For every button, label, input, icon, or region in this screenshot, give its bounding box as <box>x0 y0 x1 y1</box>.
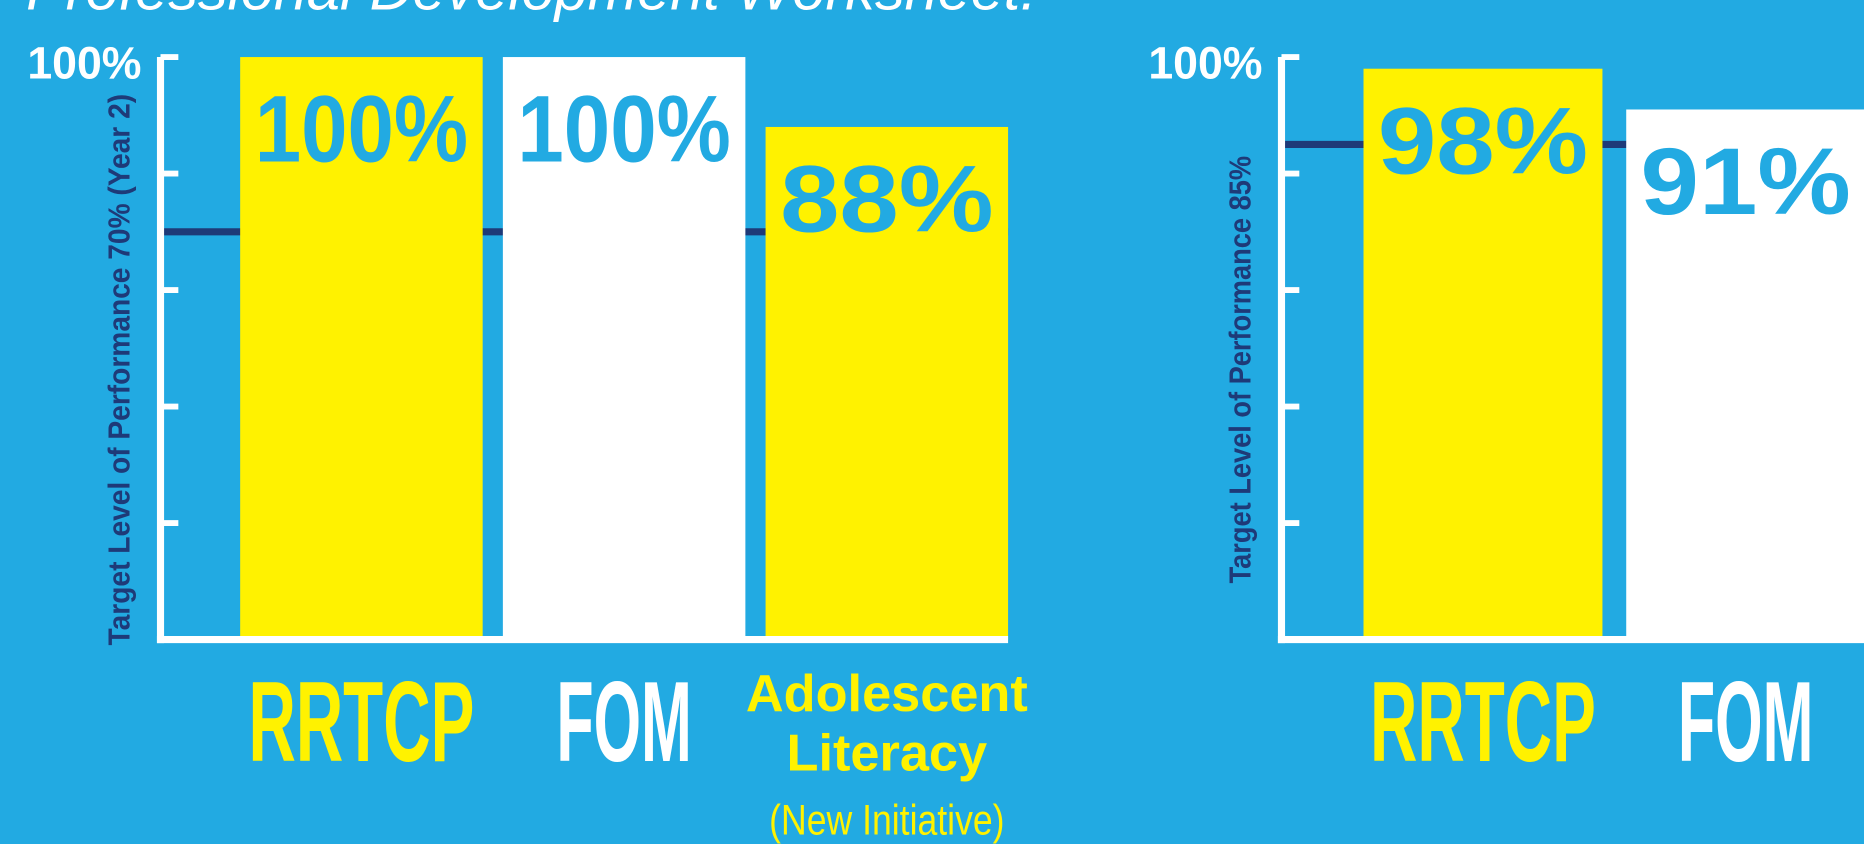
y-tick-label: 100% <box>27 37 141 88</box>
x-tick-label: RRTCP <box>1370 659 1596 786</box>
bar <box>1363 68 1603 640</box>
x-tick-label: RRTCP <box>248 659 474 786</box>
bar <box>240 57 483 640</box>
x-tick-label-line: Adolescent <box>746 665 1028 723</box>
value-label: 88% <box>780 147 993 253</box>
bar <box>502 57 746 640</box>
value-label: 91% <box>1641 129 1851 235</box>
x-tick-label-line: Literacy <box>787 724 988 782</box>
y-axis-label: Target Level of Performance 70% (Year 2) <box>102 94 137 646</box>
bar <box>1626 109 1864 640</box>
category-note: (New Initiative) <box>769 796 1004 844</box>
x-tick-label: Adolescent Literacy <box>746 665 1028 782</box>
y-axis-label: Target Level of Performance 85% <box>1223 156 1258 583</box>
x-tick-label: FOM <box>1678 659 1814 786</box>
value-label: 100% <box>255 77 468 183</box>
page-title: Professional Development Worksheet: <box>26 0 1037 23</box>
value-label: 98% <box>1378 88 1588 194</box>
x-tick-label: FOM <box>556 659 692 786</box>
y-tick-label: 100% <box>1148 37 1262 88</box>
bar <box>765 126 1009 640</box>
value-label: 100% <box>517 77 730 183</box>
